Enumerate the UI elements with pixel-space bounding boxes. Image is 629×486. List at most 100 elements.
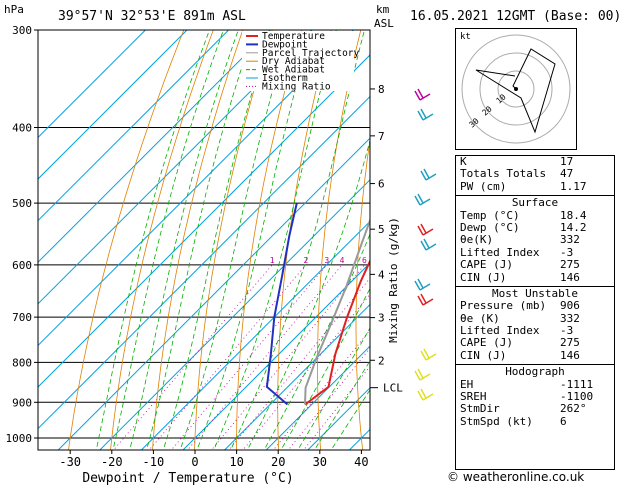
temp-row: Temp (°C) 18.4	[460, 208, 587, 222]
km-tick-label: 5	[378, 223, 385, 236]
legend-entry: Wet Adiabat	[262, 65, 325, 76]
dry-adiabat	[430, 30, 450, 455]
isotherm	[38, 95, 370, 430]
dewpoint-line	[265, 202, 298, 406]
mu-theta-row: θe (K) 332	[460, 311, 580, 325]
hodo-kt-label: kt	[460, 32, 471, 42]
wet-adiabat	[230, 30, 365, 450]
hodo-trace	[475, 48, 556, 134]
y-tick-label: 600	[12, 259, 32, 272]
cape-row: CAPE (J) 275	[460, 258, 580, 272]
wet-adiabat	[162, 30, 272, 450]
wind-barb	[414, 88, 431, 101]
wind-barb	[414, 278, 431, 291]
mu-cin-row: CIN (J) 146	[460, 348, 580, 362]
legend-entry: Mixing Ratio	[262, 81, 331, 92]
temperature-line	[304, 258, 370, 406]
mixing-ratio-line	[112, 264, 273, 450]
legend-entry: Parcel Trajectory	[262, 48, 360, 59]
wind-barb	[417, 293, 434, 306]
wet-adiabat	[112, 30, 224, 450]
totals-row: Totals Totals 47	[460, 167, 574, 181]
dewp-row: Dewp (°C) 14.2	[460, 220, 587, 234]
x-tick-label: 40	[354, 455, 368, 469]
wind-barb	[420, 168, 437, 181]
indices-table: K 17 Totals Totals 47 PW (cm) 1.17 Surface …	[455, 155, 615, 470]
isotherm	[38, 30, 354, 347]
pw-row: PW (cm) 1.17	[460, 179, 587, 193]
mixing-ratio-line	[148, 264, 307, 450]
y-tick-label: 300	[12, 24, 32, 37]
dry-adiabat	[152, 30, 244, 450]
legend-entry: Isotherm	[262, 73, 308, 84]
legend-entry: Dry Adiabat	[262, 56, 325, 67]
mu-pressure-row: Pressure (mb) 906	[460, 299, 580, 313]
wet-adiabat	[179, 30, 291, 450]
km-tick-label: 7	[378, 130, 385, 143]
stmspd-row: StmSpd (kt) 6	[460, 414, 567, 428]
wet-adiabat	[213, 30, 337, 450]
location-title: 39°57'N 32°53'E 891m ASL	[58, 9, 246, 24]
y-tick-label: 800	[12, 356, 32, 369]
km-tick-label: 6	[378, 178, 385, 191]
wind-barb	[417, 108, 434, 121]
x-axis-label: Dewpoint / Temperature (°C)	[82, 471, 293, 486]
hodo-ring-10	[497, 70, 535, 108]
wet-adiabat	[280, 287, 370, 450]
isotherm	[140, 220, 370, 450]
hodograph: kt 10 20 30	[455, 28, 577, 150]
isotherm	[57, 137, 370, 450]
chart-grid: 1 2 3 4 6 8 10 16 20 25	[38, 30, 450, 455]
most-unstable-section: Most Unstable Pressure (mb) 906 θe (K) 332…	[456, 285, 614, 362]
mixing-ratio-label: 4	[340, 256, 345, 265]
km-tick-label: 3	[378, 312, 385, 325]
dry-adiabat	[236, 30, 303, 450]
x-tick-label: 20	[271, 455, 285, 469]
legend-entry: Temperature	[262, 31, 325, 42]
y-tick-label: 900	[12, 396, 32, 409]
km-label: km	[376, 3, 390, 16]
mixing-ratio-label: 20	[432, 256, 442, 265]
wind-barb	[420, 348, 437, 361]
mixing-ratio-line	[287, 347, 370, 450]
hodograph-section: Hodograph EH -1111 SREH -1100 StmDir 262° S…	[456, 364, 614, 428]
wet-adiabat	[246, 138, 370, 450]
x-tick-label: 30	[313, 455, 327, 469]
hodo-center	[514, 87, 518, 91]
wind-barb	[417, 388, 434, 401]
wet-adiabat	[129, 30, 239, 450]
x-tick-label: -20	[101, 455, 123, 469]
legend-entry: Dewpoint	[262, 39, 308, 50]
stmdir-row: StmDir 262°	[460, 402, 587, 416]
dry-adiabat	[355, 137, 370, 450]
asl-label: ASL	[374, 17, 394, 30]
mixing-ratio-axis-label: Mixing Ratio (g/kg)	[387, 217, 400, 343]
wind-barb	[414, 193, 431, 206]
mu-lifted-row: Lifted Index -3	[460, 324, 574, 338]
wet-adiabat	[297, 327, 370, 450]
isotherm	[99, 179, 370, 450]
isotherm	[38, 30, 313, 305]
dry-adiabat	[194, 30, 273, 450]
mixing-ratio-label: 6	[362, 256, 367, 265]
hpa-label: hPa	[4, 3, 24, 16]
mixing-ratio-label: 8	[378, 256, 383, 265]
hodo-ring-30	[461, 34, 571, 144]
dry-adiabat	[277, 30, 332, 450]
y-tick-label: 400	[12, 121, 32, 134]
mixing-ratio-label: 16	[418, 256, 428, 265]
wet-adiabat	[146, 30, 255, 450]
x-tick-label: 0	[191, 455, 198, 469]
credit-text: © weatheronline.co.uk	[447, 470, 585, 484]
wind-barbs	[414, 88, 437, 401]
eh-row: EH -1111	[460, 377, 594, 391]
mixing-ratio-label: 2	[303, 256, 308, 265]
dry-adiabat	[110, 30, 214, 450]
wind-barb	[420, 238, 437, 251]
mixing-ratio-label: 1	[270, 256, 275, 265]
x-tick-label: -10	[143, 455, 165, 469]
isotherm	[223, 303, 370, 450]
y-tick-label: 700	[12, 311, 32, 324]
mixing-ratio-line	[303, 365, 370, 450]
